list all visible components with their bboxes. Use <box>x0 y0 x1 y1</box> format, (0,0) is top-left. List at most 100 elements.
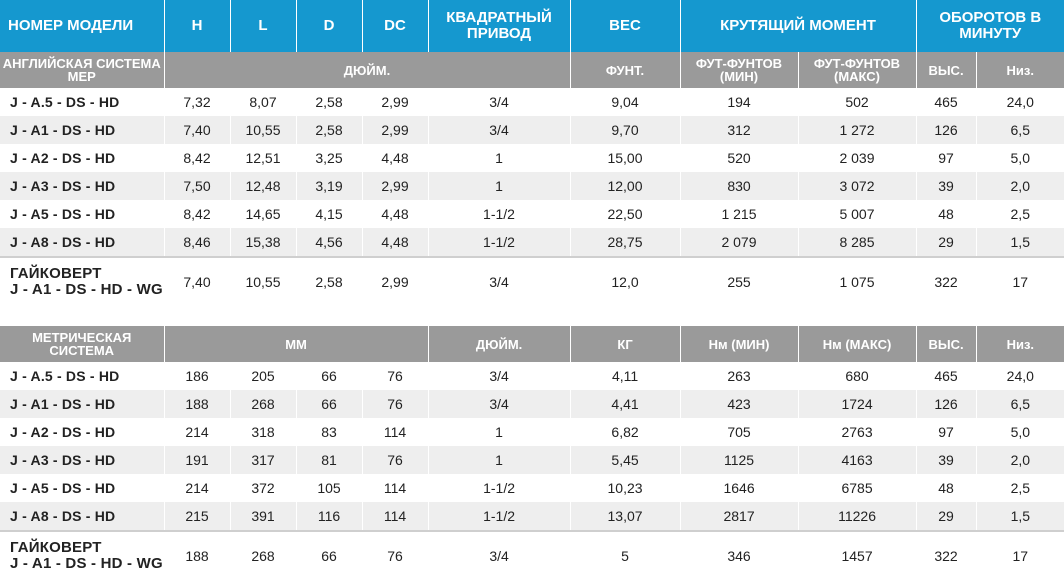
table-cell: 465 <box>915 362 977 390</box>
model-name-cell: J - A2 - DS - HD <box>10 424 116 440</box>
table-cell: 8,42 <box>163 200 230 228</box>
model-name-cell: J - A.5 - DS - HD <box>10 94 120 110</box>
table-cell: 12,51 <box>229 144 296 172</box>
table-cell: 194 <box>679 88 798 116</box>
table-cell: 9,04 <box>569 88 680 116</box>
table-cell: 2,5 <box>975 474 1064 502</box>
table-cell: 3/4 <box>427 116 570 144</box>
header-model: НОМЕР МОДЕЛИ <box>0 0 164 52</box>
metric-system-label: МЕТРИЧЕСКАЯ СИСТЕМА <box>0 326 164 362</box>
metric-spec-table: МЕТРИЧЕСКАЯ СИСТЕМА ММ ДЮЙМ. КГ Нм (МИН)… <box>0 326 1064 580</box>
table-cell: 1 <box>427 418 571 446</box>
wrench-label: ГАЙКОВЕРТ <box>10 539 102 556</box>
table-cell: 6,82 <box>569 418 681 446</box>
table-cell: 114 <box>361 502 429 531</box>
table-cell: 114 <box>361 418 429 446</box>
table-cell: 2,99 <box>361 256 428 306</box>
table-cell: 214 <box>163 418 230 446</box>
table-cell: 2,5 <box>975 200 1064 228</box>
imperial-wrench-row: ГАЙКОВЕРТ J - A1 - DS - HD - WG 7,40 10,… <box>0 256 1064 306</box>
table-row: J - A3 - DS - HD 7,50 12,48 3,19 2,99 1 12,00 8… <box>0 172 1064 200</box>
table-cell: 76 <box>361 362 429 390</box>
table-cell: 4,56 <box>295 228 362 257</box>
metric-wrench-row: ГАЙКОВЕРТ J - A1 - DS - HD - WG 188 268 … <box>0 530 1064 580</box>
table-row: J - A8 - DS - HD 215 391 116 114 1-1/2 13,07 28… <box>0 502 1064 531</box>
table-cell: 10,55 <box>229 256 296 306</box>
table-row: J - A5 - DS - HD 214 372 105 114 1-1/2 10,23 16… <box>0 474 1064 502</box>
imperial-rpm-low-unit: Низ. <box>975 52 1064 88</box>
table-cell: 2,0 <box>975 172 1064 200</box>
table-cell: 6785 <box>797 474 917 502</box>
wrench-model: J - A1 - DS - HD - WG <box>10 555 163 572</box>
table-cell: 318 <box>229 418 296 446</box>
table-cell: 2817 <box>679 502 799 531</box>
table-cell: 1 215 <box>679 200 798 228</box>
table-cell: 8,07 <box>229 88 296 116</box>
table-cell: 66 <box>295 530 362 580</box>
metric-rpm-low-unit: Низ. <box>975 326 1064 362</box>
header-h: H <box>163 0 230 52</box>
metric-torque-max-unit: Нм (МАКС) <box>797 326 917 362</box>
imperial-torque-max-unit: ФУТ-ФУНТОВ (МАКС) <box>797 52 916 88</box>
table-cell: 263 <box>679 362 799 390</box>
header-torque: КРУТЯЩИЙ МОМЕНТ <box>679 0 916 52</box>
table-cell: 9,70 <box>569 116 680 144</box>
table-cell: 2,58 <box>295 256 362 306</box>
model-name-cell: J - A2 - DS - HD <box>10 150 116 166</box>
table-cell: 1 <box>427 172 570 200</box>
table-cell: 3/4 <box>427 530 571 580</box>
table-row: J - A.5 - DS - HD 7,32 8,07 2,58 2,99 3/4 9,04… <box>0 88 1064 116</box>
table-cell: 29 <box>915 228 976 257</box>
table-cell: 312 <box>679 116 798 144</box>
table-cell: 8,46 <box>163 228 230 257</box>
table-cell: 97 <box>915 144 976 172</box>
table-cell: 24,0 <box>975 362 1064 390</box>
wrench-model: J - A1 - DS - HD - WG <box>10 281 163 298</box>
table-cell: 214 <box>163 474 230 502</box>
table-cell: 29 <box>915 502 977 531</box>
table-cell: 830 <box>679 172 798 200</box>
header-l: L <box>229 0 296 52</box>
table-cell: 126 <box>915 116 976 144</box>
imperial-units-row: АНГЛИЙСКАЯ СИСТЕМА МЕР ДЮЙМ. ФУНТ. ФУТ-Ф… <box>0 52 1064 88</box>
table-cell: 48 <box>915 200 976 228</box>
table-cell: 1-1/2 <box>427 502 571 531</box>
table-cell: 48 <box>915 474 977 502</box>
table-cell: 17 <box>975 256 1064 306</box>
metric-rows: J - A.5 - DS - HD 186 205 66 76 3/4 4,11 263 680… <box>0 362 1064 531</box>
table-cell: 520 <box>679 144 798 172</box>
table-cell: 17 <box>975 530 1064 580</box>
table-cell: 22,50 <box>569 200 680 228</box>
metric-torque-min-unit: Нм (МИН) <box>679 326 799 362</box>
table-cell: 255 <box>679 256 798 306</box>
table-cell: 1-1/2 <box>427 228 570 257</box>
imperial-torque-min-unit: ФУТ-ФУНТОВ (МИН) <box>679 52 798 88</box>
table-cell: 7,32 <box>163 88 230 116</box>
table-row: J - A8 - DS - HD 8,46 15,38 4,56 4,48 1-1/2 28… <box>0 228 1064 257</box>
table-cell: 116 <box>295 502 362 531</box>
table-cell: 4,48 <box>361 144 428 172</box>
table-cell: 105 <box>295 474 362 502</box>
table-cell: 705 <box>679 418 799 446</box>
table-cell: 2,99 <box>361 172 428 200</box>
model-name-cell: J - A5 - DS - HD <box>10 206 116 222</box>
table-cell: 372 <box>229 474 296 502</box>
table-cell: 4163 <box>797 446 917 474</box>
model-name-cell: J - A.5 - DS - HD <box>10 368 120 384</box>
header-rpm: ОБОРОТОВ В МИНУТУ <box>915 0 1064 52</box>
table-cell: 14,65 <box>229 200 296 228</box>
table-cell: 5,0 <box>975 418 1064 446</box>
table-cell: 1 <box>427 144 570 172</box>
table-cell: 76 <box>361 390 429 418</box>
table-cell: 1724 <box>797 390 917 418</box>
table-cell: 268 <box>229 390 296 418</box>
table-cell: 1,5 <box>975 502 1064 531</box>
table-cell: 7,50 <box>163 172 230 200</box>
table-row: J - A2 - DS - HD 214 318 83 114 1 6,82 705 2763 9… <box>0 418 1064 446</box>
model-name-cell: J - A5 - DS - HD <box>10 480 116 496</box>
table-cell: 8,42 <box>163 144 230 172</box>
model-name-cell: J - A3 - DS - HD <box>0 172 164 200</box>
imperial-weight-unit: ФУНТ. <box>569 52 680 88</box>
table-cell: 12,48 <box>229 172 296 200</box>
table-cell: 2,0 <box>975 446 1064 474</box>
